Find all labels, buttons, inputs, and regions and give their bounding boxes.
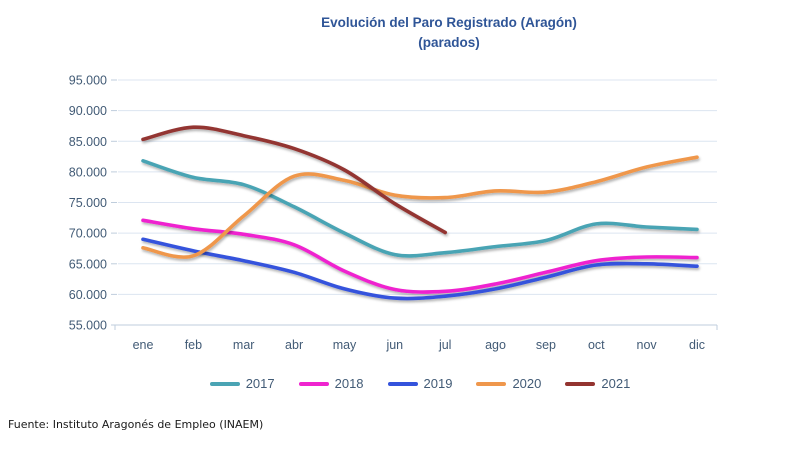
legend-label-2019: 2019	[423, 376, 453, 391]
legend-line-swatch-2020	[476, 381, 507, 386]
series-line-2020	[141, 155, 699, 259]
series-line-2021	[141, 125, 447, 235]
series-line-2017	[141, 159, 699, 258]
x-axis-label-jul: jul	[438, 338, 452, 352]
chart-title-line1: Evolución del Paro Registrado (Aragón)	[321, 15, 577, 30]
x-axis-label-dic: dic	[689, 338, 705, 352]
legend-label-2021: 2021	[601, 376, 631, 391]
legend-line-swatch-2018	[298, 381, 329, 386]
x-axis-label-oct: oct	[588, 338, 605, 352]
y-axis-label: 85.000	[69, 135, 107, 149]
x-axis-label-jun: jun	[385, 338, 403, 352]
x-axis-label-ene: ene	[133, 338, 154, 352]
series-line-2019	[141, 237, 699, 301]
legend-item-2021: 2021	[565, 376, 630, 391]
x-axis-label-abr: abr	[285, 338, 303, 352]
x-axis-label-mar: mar	[233, 338, 255, 352]
legend-line-swatch-2017	[209, 381, 240, 386]
x-axis-label-may: may	[333, 338, 357, 352]
x-axis-label-feb: feb	[185, 338, 202, 352]
chart-legend: 2017 2018 2019 2020 2021	[20, 376, 800, 391]
y-axis-label: 60.000	[69, 288, 107, 302]
chart-title-line2: (parados)	[418, 35, 480, 50]
source-note: Fuente: Instituto Aragonés de Empleo (IN…	[8, 418, 264, 431]
y-axis-label: 65.000	[69, 257, 107, 271]
y-axis-label: 55.000	[69, 319, 107, 333]
y-axis-label: 90.000	[69, 104, 107, 118]
legend-label-2020: 2020	[512, 376, 542, 391]
legend-item-2020: 2020	[476, 376, 541, 391]
series-line-2018	[141, 218, 699, 294]
y-axis-label: 80.000	[69, 165, 107, 179]
legend-line-swatch-2019	[387, 381, 418, 386]
legend-label-2018: 2018	[334, 376, 364, 391]
legend-item-2017: 2017	[209, 376, 275, 391]
y-axis-label: 75.000	[69, 196, 107, 210]
x-axis-label-ago: ago	[485, 338, 506, 352]
y-axis-label: 70.000	[69, 227, 107, 241]
x-axis-label-nov: nov	[637, 338, 658, 352]
line-chart-plot-area: 95.000 90.000 85.000 80.000 75.000 70.000 65.0…	[69, 74, 718, 352]
x-axis-label-sep: sep	[536, 338, 556, 352]
y-axis-label: 95.000	[69, 74, 107, 88]
legend-item-2018: 2018	[298, 376, 364, 391]
legend-line-swatch-2021	[565, 381, 596, 386]
chart-title: Evolución del Paro Registrado (Aragón) (…	[99, 13, 799, 53]
legend-item-2019: 2019	[387, 376, 453, 391]
legend-label-2017: 2017	[245, 376, 275, 391]
